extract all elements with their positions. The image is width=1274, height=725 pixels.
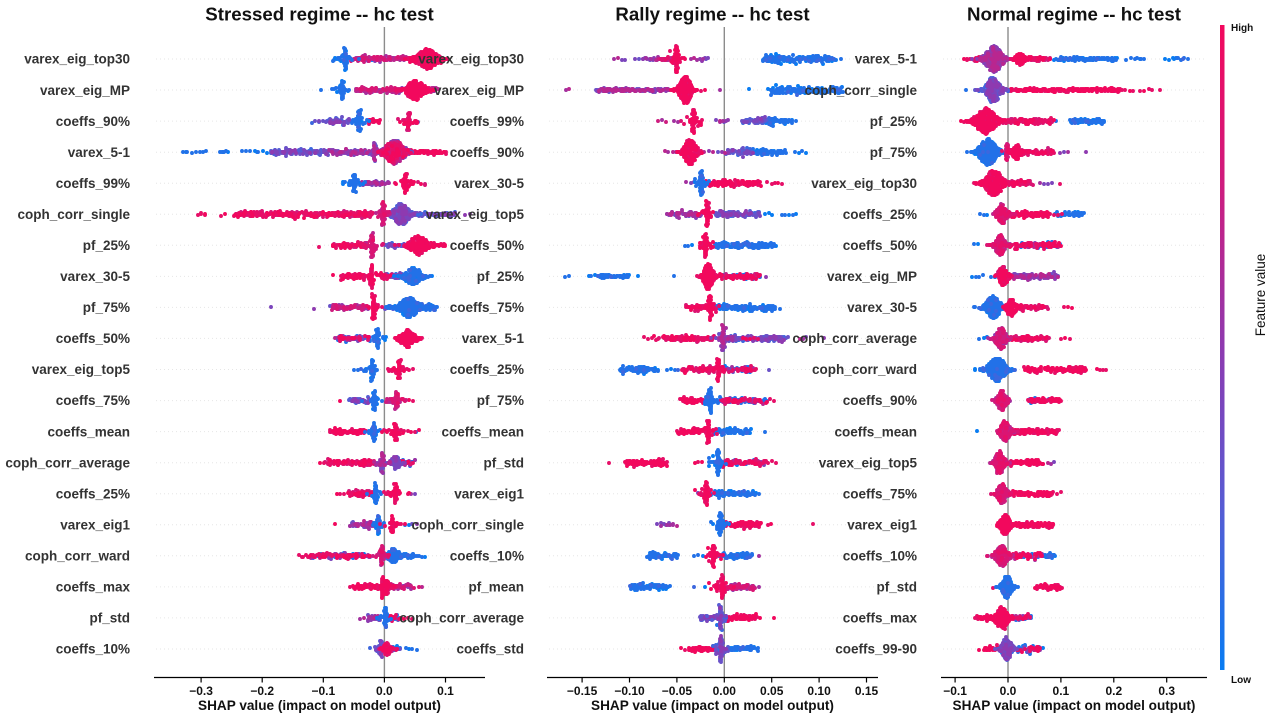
svg-text:coeffs_max: coeffs_max [843, 611, 918, 626]
svg-text:coeffs_75%: coeffs_75% [843, 486, 917, 501]
svg-text:varex_eig1: varex_eig1 [847, 518, 917, 533]
svg-text:coeffs_mean: coeffs_mean [834, 424, 917, 439]
svg-text:coeffs_mean: coeffs_mean [441, 424, 524, 439]
svg-text:coph_corr_average: coph_corr_average [5, 455, 130, 470]
svg-text:coph_corr_average: coph_corr_average [792, 331, 917, 346]
svg-text:pf_std: pf_std [484, 455, 525, 470]
svg-text:0.05: 0.05 [760, 684, 784, 698]
svg-text:varex_30-5: varex_30-5 [454, 176, 524, 191]
svg-text:pf_std: pf_std [877, 580, 918, 595]
svg-text:0.10: 0.10 [807, 684, 831, 698]
svg-text:pf_std: pf_std [90, 611, 131, 626]
svg-text:varex_5-1: varex_5-1 [462, 331, 525, 346]
svg-text:varex_eig1: varex_eig1 [60, 518, 130, 533]
svg-text:0.1: 0.1 [1053, 684, 1070, 698]
svg-text:Normal regime -- hc test: Normal regime -- hc test [967, 4, 1181, 25]
svg-text:0.15: 0.15 [855, 684, 879, 698]
svg-text:varex_eig_top30: varex_eig_top30 [418, 52, 524, 67]
svg-text:SHAP value (impact on model ou: SHAP value (impact on model output) [953, 698, 1196, 713]
svg-text:coph_corr_ward: coph_corr_ward [812, 362, 917, 377]
svg-text:coeffs_99%: coeffs_99% [450, 114, 524, 129]
svg-text:pf_75%: pf_75% [83, 300, 130, 315]
svg-text:coeffs_50%: coeffs_50% [56, 331, 130, 346]
svg-text:varex_30-5: varex_30-5 [60, 269, 130, 284]
svg-text:varex_eig_MP: varex_eig_MP [434, 83, 524, 98]
svg-text:varex_eig_MP: varex_eig_MP [40, 83, 130, 98]
svg-text:varex_30-5: varex_30-5 [847, 300, 917, 315]
svg-text:pf_25%: pf_25% [477, 269, 524, 284]
svg-text:−0.10: −0.10 [614, 684, 645, 698]
svg-text:coeffs_50%: coeffs_50% [843, 238, 917, 253]
svg-text:coeffs_99%: coeffs_99% [56, 176, 130, 191]
svg-text:varex_5-1: varex_5-1 [855, 52, 918, 67]
svg-text:coeffs_10%: coeffs_10% [843, 549, 917, 564]
svg-text:coeffs_25%: coeffs_25% [450, 362, 524, 377]
svg-text:coeffs_75%: coeffs_75% [450, 300, 524, 315]
svg-text:varex_eig_top5: varex_eig_top5 [32, 362, 131, 377]
svg-text:−0.05: −0.05 [662, 684, 693, 698]
svg-text:varex_eig_top30: varex_eig_top30 [811, 176, 917, 191]
svg-text:coph_corr_single: coph_corr_single [411, 518, 524, 533]
svg-text:−0.1: −0.1 [311, 684, 335, 698]
svg-text:0.0: 0.0 [1000, 684, 1017, 698]
svg-text:coeffs_90%: coeffs_90% [843, 393, 917, 408]
svg-text:Stressed regime -- hc test: Stressed regime -- hc test [205, 4, 433, 25]
svg-text:varex_eig1: varex_eig1 [454, 486, 524, 501]
svg-text:−0.2: −0.2 [250, 684, 274, 698]
svg-text:coeffs_std: coeffs_std [456, 642, 524, 657]
svg-text:pf_25%: pf_25% [83, 238, 130, 253]
svg-text:varex_eig_top30: varex_eig_top30 [24, 52, 130, 67]
svg-text:pf_mean: pf_mean [468, 580, 524, 595]
svg-text:0.00: 0.00 [713, 684, 737, 698]
svg-text:−0.1: −0.1 [943, 684, 967, 698]
svg-text:pf_75%: pf_75% [870, 145, 917, 160]
svg-text:pf_75%: pf_75% [477, 393, 524, 408]
svg-text:0.3: 0.3 [1158, 684, 1175, 698]
svg-text:High: High [1231, 23, 1253, 34]
svg-text:Feature value: Feature value [1253, 254, 1268, 337]
svg-text:SHAP value (impact on model ou: SHAP value (impact on model output) [198, 698, 441, 713]
svg-text:coeffs_75%: coeffs_75% [56, 393, 130, 408]
svg-text:0.1: 0.1 [437, 684, 454, 698]
svg-text:0.0: 0.0 [376, 684, 393, 698]
svg-text:coph_corr_ward: coph_corr_ward [25, 549, 130, 564]
svg-text:coeffs_25%: coeffs_25% [843, 207, 917, 222]
svg-text:coeffs_90%: coeffs_90% [56, 114, 130, 129]
svg-text:Rally regime -- hc test: Rally regime -- hc test [615, 4, 809, 25]
svg-text:coph_corr_single: coph_corr_single [804, 83, 917, 98]
svg-text:coeffs_25%: coeffs_25% [56, 486, 130, 501]
svg-text:varex_eig_top5: varex_eig_top5 [819, 455, 918, 470]
svg-text:varex_eig_MP: varex_eig_MP [827, 269, 917, 284]
svg-text:coph_corr_average: coph_corr_average [399, 611, 524, 626]
svg-text:SHAP value (impact on model ou: SHAP value (impact on model output) [591, 698, 834, 713]
svg-text:pf_25%: pf_25% [870, 114, 917, 129]
svg-text:−0.15: −0.15 [567, 684, 598, 698]
svg-text:coeffs_max: coeffs_max [56, 580, 131, 595]
svg-text:coeffs_10%: coeffs_10% [450, 549, 524, 564]
svg-text:0.2: 0.2 [1105, 684, 1122, 698]
svg-text:coeffs_99-90: coeffs_99-90 [835, 642, 917, 657]
svg-text:coeffs_50%: coeffs_50% [450, 238, 524, 253]
svg-text:coph_corr_single: coph_corr_single [17, 207, 130, 222]
svg-text:−0.3: −0.3 [189, 684, 213, 698]
svg-text:varex_eig_top5: varex_eig_top5 [426, 207, 525, 222]
svg-text:coeffs_mean: coeffs_mean [47, 424, 130, 439]
svg-text:varex_5-1: varex_5-1 [68, 145, 131, 160]
svg-text:coeffs_90%: coeffs_90% [450, 145, 524, 160]
svg-text:Low: Low [1231, 675, 1251, 686]
svg-text:coeffs_10%: coeffs_10% [56, 642, 130, 657]
